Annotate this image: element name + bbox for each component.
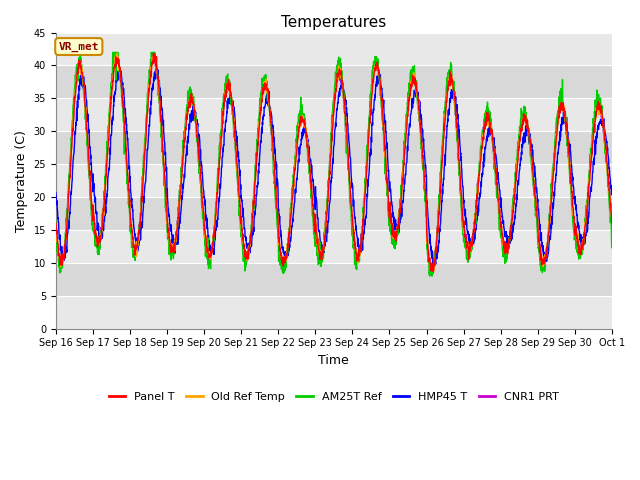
CNR1 PRT: [496, 216, 504, 222]
Old Ref Temp: [559, 108, 567, 114]
Line: HMP45 T: HMP45 T: [56, 68, 612, 268]
Panel T: [362, 175, 370, 181]
AM25T Ref: [52, 228, 60, 234]
Panel T: [559, 100, 567, 106]
Text: VR_met: VR_met: [58, 41, 99, 52]
HMP45 T: [362, 213, 370, 218]
Old Ref Temp: [113, 50, 121, 56]
Line: Old Ref Temp: Old Ref Temp: [56, 53, 612, 271]
X-axis label: Time: Time: [319, 354, 349, 367]
HMP45 T: [430, 265, 438, 271]
Legend: Panel T, Old Ref Temp, AM25T Ref, HMP45 T, CNR1 PRT: Panel T, Old Ref Temp, AM25T Ref, HMP45 …: [104, 387, 563, 406]
Panel T: [608, 221, 616, 227]
HMP45 T: [496, 188, 504, 193]
Old Ref Temp: [52, 220, 60, 226]
Bar: [56, 263, 612, 296]
Old Ref Temp: [362, 172, 370, 178]
AM25T Ref: [350, 246, 358, 252]
CNR1 PRT: [113, 53, 121, 59]
HMP45 T: [575, 222, 582, 228]
AM25T Ref: [559, 100, 567, 106]
CNR1 PRT: [608, 224, 616, 230]
AM25T Ref: [608, 233, 616, 239]
Panel T: [207, 249, 215, 254]
Line: AM25T Ref: AM25T Ref: [56, 52, 612, 276]
HMP45 T: [207, 250, 215, 256]
HMP45 T: [116, 65, 124, 71]
AM25T Ref: [362, 167, 370, 173]
Bar: [56, 197, 612, 230]
Old Ref Temp: [207, 253, 215, 259]
Bar: [56, 98, 612, 131]
Bar: [56, 131, 612, 164]
Bar: [56, 296, 612, 329]
CNR1 PRT: [575, 246, 582, 252]
Panel T: [496, 212, 504, 218]
Panel T: [350, 239, 358, 244]
HMP45 T: [350, 207, 358, 213]
Title: Temperatures: Temperatures: [281, 15, 387, 30]
Y-axis label: Temperature (C): Temperature (C): [15, 130, 28, 231]
CNR1 PRT: [559, 106, 567, 112]
Panel T: [52, 220, 60, 226]
Bar: [56, 164, 612, 197]
CNR1 PRT: [350, 235, 358, 240]
Line: CNR1 PRT: CNR1 PRT: [56, 56, 612, 275]
Old Ref Temp: [575, 246, 582, 252]
Panel T: [429, 268, 437, 274]
AM25T Ref: [575, 256, 582, 262]
AM25T Ref: [207, 254, 215, 260]
Panel T: [575, 246, 582, 252]
CNR1 PRT: [362, 164, 370, 169]
Bar: [56, 230, 612, 263]
AM25T Ref: [109, 49, 116, 55]
CNR1 PRT: [429, 272, 436, 277]
HMP45 T: [559, 120, 567, 126]
CNR1 PRT: [52, 224, 60, 229]
Old Ref Temp: [350, 235, 358, 240]
Panel T: [151, 51, 159, 57]
Old Ref Temp: [608, 216, 616, 221]
HMP45 T: [608, 183, 616, 189]
AM25T Ref: [426, 273, 433, 279]
Old Ref Temp: [428, 268, 436, 274]
Line: Panel T: Panel T: [56, 54, 612, 271]
CNR1 PRT: [207, 249, 215, 255]
HMP45 T: [52, 190, 60, 195]
Bar: [56, 65, 612, 98]
Old Ref Temp: [496, 217, 504, 223]
Bar: [56, 33, 612, 65]
AM25T Ref: [496, 227, 504, 233]
